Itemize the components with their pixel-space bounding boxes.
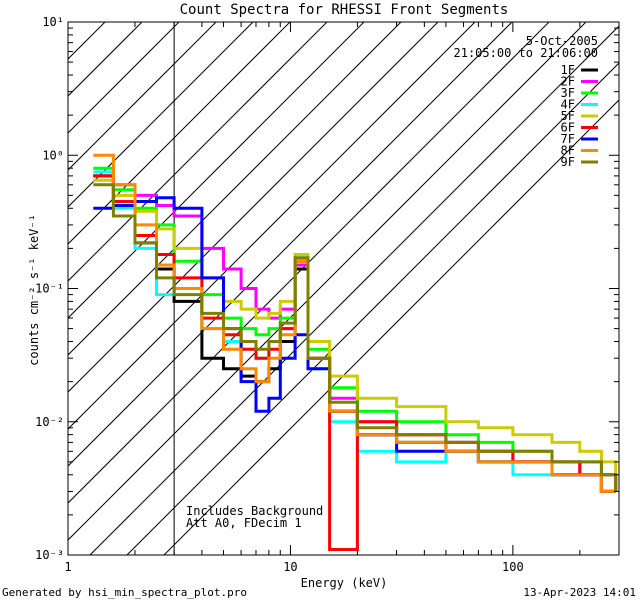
legend-date: 5-Oct-2005 xyxy=(526,34,598,48)
x-tick-label: 10 xyxy=(283,560,297,574)
hatch-line xyxy=(68,22,328,282)
hatch-line xyxy=(126,62,619,555)
legend-label-6f: 6F xyxy=(561,121,575,135)
y-tick-label: 10⁰ xyxy=(42,148,64,162)
series-layer xyxy=(93,153,618,551)
legend-label-3f: 3F xyxy=(561,86,575,100)
hatch-line xyxy=(68,22,587,541)
legend-label-2f: 2F xyxy=(561,75,575,89)
y-tick-label: 10¹ xyxy=(42,15,64,29)
legend-label-1f: 1F xyxy=(561,63,575,77)
y-axis-label: counts cm⁻² s⁻¹ keV⁻¹ xyxy=(27,214,41,366)
hatch-line xyxy=(163,99,619,555)
series-line-9f xyxy=(93,183,618,492)
hatch-line xyxy=(68,22,439,393)
x-tick-labels: 1 10 100 xyxy=(64,560,523,574)
legend-time-range: 21:05:00 to 21:06:00 xyxy=(454,46,599,60)
legend-label-7f: 7F xyxy=(561,132,575,146)
series-line-8f xyxy=(93,153,616,493)
annotation-background: Includes Background xyxy=(186,504,323,518)
legend-label-5f: 5F xyxy=(561,109,575,123)
footer-generated-by: Generated by hsi_min_spectra_plot.pro xyxy=(2,586,247,599)
hatch-line xyxy=(68,22,217,171)
x-tick-label: 1 xyxy=(64,560,71,574)
legend-label-9f: 9F xyxy=(561,155,575,169)
series-line-1f xyxy=(93,174,616,493)
hatch-line xyxy=(89,25,619,555)
hatch-line xyxy=(68,22,402,356)
y-tick-labels: 10⁻³ 10⁻² 10⁻¹ 10⁰ 10¹ xyxy=(35,15,64,562)
series-line-4f xyxy=(93,170,616,493)
series-line-5f xyxy=(93,178,618,475)
legend-label-8f: 8F xyxy=(561,144,575,158)
x-tick-label: 100 xyxy=(502,560,524,574)
annotation-attenuator: Att A0, FDecim 1 xyxy=(186,516,302,530)
series-line-7f xyxy=(93,196,616,493)
y-tick-label: 10⁻¹ xyxy=(35,282,64,296)
hatch-line xyxy=(68,22,254,208)
series-line-2f xyxy=(93,174,618,492)
hatch-line xyxy=(68,22,291,245)
hatch-line xyxy=(68,22,365,319)
axis-ticks xyxy=(67,21,620,556)
chart-title: Count Spectra for RHESSI Front Segments xyxy=(180,2,509,18)
footer-timestamp: 13-Apr-2023 14:01 xyxy=(523,586,636,599)
x-axis-label: Energy (keV) xyxy=(301,576,388,590)
hatch-line xyxy=(68,22,180,134)
hatch-line xyxy=(68,22,476,430)
hatch-line xyxy=(68,22,550,504)
legend-label-4f: 4F xyxy=(561,98,575,112)
y-tick-label: 10⁻² xyxy=(35,415,64,429)
y-tick-label: 10⁻³ xyxy=(35,548,64,562)
